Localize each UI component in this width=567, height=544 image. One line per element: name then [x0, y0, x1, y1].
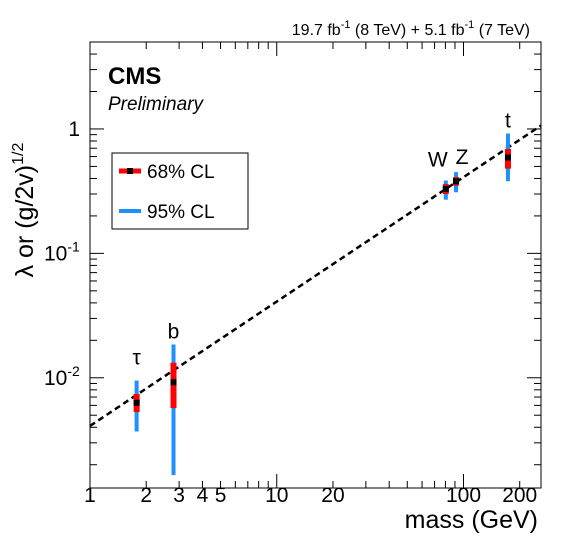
data-points: τ b W Zt [132, 109, 511, 476]
x-tick-label: 4 [197, 484, 209, 507]
x-tick-label: 3 [173, 484, 185, 507]
x-tick-label: 1 [84, 484, 96, 507]
particle-label: W [428, 149, 448, 172]
lumi-a: 19.7 fb [292, 22, 341, 39]
legend-68-marker [127, 168, 133, 174]
point-W: W [428, 149, 449, 200]
y-axis-title-main: λ or (g/2v) [11, 165, 39, 278]
central-value-marker [453, 178, 460, 185]
particle-label: Z [456, 146, 469, 169]
sm-line [89, 124, 542, 427]
legend-68-label: 68% CL [147, 162, 215, 183]
lumi-a-exponent: -1 [341, 19, 351, 31]
point-t: t [504, 109, 511, 182]
x-tick-label: 5 [215, 484, 227, 507]
cms-label: CMS [108, 63, 161, 90]
lumi-header: 19.7 fb-1 (8 TeV) + 5.1 fb-1 (7 TeV) [292, 19, 530, 39]
sm-expectation-line [89, 124, 542, 427]
y-axis-title-exponent: 1/2 [10, 143, 27, 165]
point-Z: Z [453, 146, 469, 193]
preliminary-label: Preliminary [108, 94, 205, 115]
particle-label: t [505, 109, 511, 132]
point-b: b [168, 321, 180, 476]
legend-95-label: 95% CL [147, 202, 215, 223]
x-tick-label: 100 [446, 484, 481, 507]
central-value-marker [504, 154, 511, 161]
lumi-b-energy: (7 TeV) [474, 22, 530, 39]
x-tick-label: 200 [502, 484, 537, 507]
y-tick-label: 10-2 [44, 363, 80, 390]
central-value-marker [442, 185, 449, 192]
particle-label: τ [132, 347, 141, 370]
y-tick-label: 10-1 [44, 238, 80, 265]
x-axis-title: mass (GeV) [405, 506, 538, 534]
legend: 68% CL 95% CL [111, 152, 249, 230]
y-tick-label: 1 [68, 118, 80, 141]
x-tick-label: 10 [265, 484, 288, 507]
central-value-marker [133, 399, 140, 406]
x-tick-label: 20 [321, 484, 344, 507]
legend-box [111, 152, 249, 230]
y-axis-title: λ or (g/2v)1/2 [10, 143, 39, 278]
x-tick-label: 2 [140, 484, 152, 507]
particle-label: b [168, 321, 180, 344]
central-value-marker [170, 379, 177, 386]
lumi-a-energy: (8 TeV) + 5.1 fb [350, 22, 464, 39]
axis-tick-labels: 1 2 3 4 5 10 20 100 200 10-2 10-1 1 [44, 118, 537, 507]
lumi-b-exponent: -1 [464, 19, 474, 31]
point-τ: τ [132, 347, 141, 432]
